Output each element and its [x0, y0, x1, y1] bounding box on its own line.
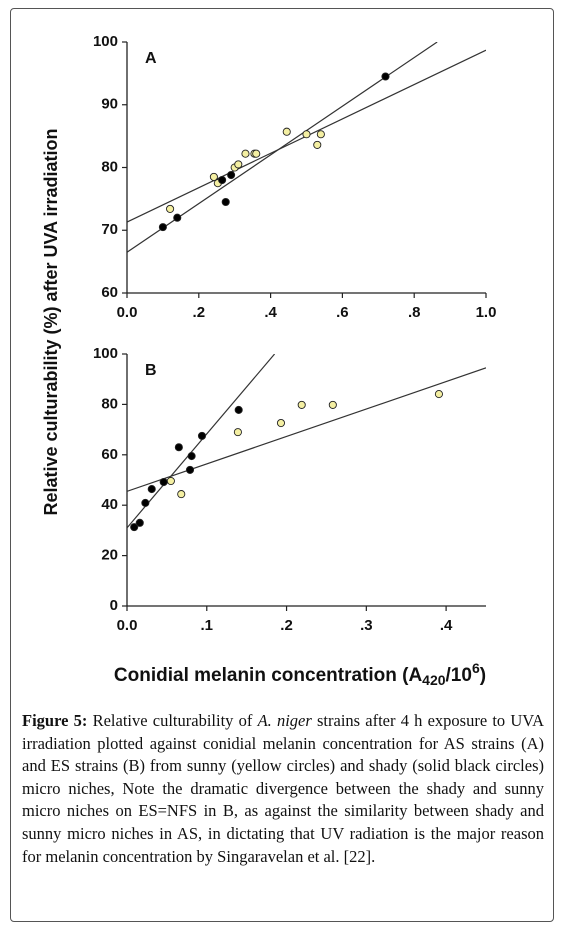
y-tick-label: 0	[110, 597, 118, 614]
y-tick-label: 40	[101, 496, 118, 513]
point	[166, 476, 175, 486]
point	[276, 418, 286, 428]
caption-species: A. niger	[257, 711, 312, 730]
y-tick-label: 90	[101, 96, 118, 113]
y-tick-label: 100	[93, 33, 118, 50]
x-tick-label: .4	[264, 304, 277, 321]
x-tick-label: .8	[408, 304, 421, 321]
x-label-sub: 420	[422, 672, 446, 688]
panel-label: B	[145, 362, 157, 379]
figure-frame	[10, 8, 554, 922]
y-tick-label: 70	[101, 221, 118, 238]
point	[328, 400, 337, 409]
point	[316, 130, 325, 139]
fit-line	[127, 42, 438, 253]
x-label-end: )	[480, 665, 486, 686]
point	[166, 204, 175, 213]
y-tick-label: 80	[101, 395, 118, 412]
point	[130, 523, 139, 532]
point	[177, 490, 186, 499]
point	[302, 130, 311, 139]
x-tick-label: .2	[280, 617, 293, 634]
point	[227, 170, 236, 180]
panel-label: A	[145, 50, 157, 67]
point	[147, 485, 156, 494]
point	[158, 223, 167, 232]
x-tick-label: .6	[336, 304, 349, 321]
x-tick-label: .2	[193, 304, 206, 321]
point	[297, 400, 306, 409]
x-label-mid: /10	[446, 665, 472, 686]
point	[185, 465, 195, 474]
point	[159, 477, 168, 487]
x-tick-label: 1.0	[476, 304, 497, 321]
x-tick-label: .1	[201, 617, 214, 634]
point	[141, 498, 150, 507]
point	[313, 140, 322, 149]
point	[209, 172, 218, 181]
point	[187, 452, 196, 461]
point	[174, 443, 183, 452]
y-tick-label: 20	[101, 547, 118, 564]
fit-line	[127, 367, 486, 492]
x-tick-label: 0.0	[117, 617, 138, 634]
figure: Relative culturability (%) after UVA irr…	[41, 33, 497, 688]
x-tick-label: 0.0	[117, 304, 138, 321]
x-tick-label: .4	[440, 617, 453, 634]
point	[241, 149, 250, 158]
caption-text: strains after 4 h exposure to UVA irradi…	[22, 711, 544, 866]
point	[282, 127, 291, 136]
x-label-main: Conidial melanin concentration (A	[114, 665, 423, 686]
point	[234, 405, 243, 414]
x-axis-label: Conidial melanin concentration (A420/106…	[114, 660, 486, 688]
fit-line	[127, 354, 276, 529]
point	[197, 431, 207, 440]
point	[135, 518, 144, 527]
caption-text: Relative culturability of	[92, 711, 253, 730]
point	[234, 160, 243, 169]
point	[221, 197, 230, 207]
y-tick-label: 80	[101, 158, 118, 175]
caption: Figure 5: Relative culturability of A. n…	[22, 710, 544, 868]
y-axis-label: Relative culturability (%) after UVA irr…	[41, 128, 61, 515]
x-label-sup: 6	[472, 660, 480, 676]
y-tick-label: 60	[101, 284, 118, 301]
x-tick-label: .3	[360, 617, 373, 634]
point	[173, 213, 182, 222]
point	[233, 428, 242, 437]
point	[381, 72, 390, 81]
point	[434, 390, 443, 399]
point	[218, 175, 227, 185]
y-tick-label: 100	[93, 345, 118, 362]
point	[252, 149, 261, 158]
y-tick-label: 60	[101, 446, 118, 463]
caption-label: Figure 5:	[22, 711, 88, 730]
